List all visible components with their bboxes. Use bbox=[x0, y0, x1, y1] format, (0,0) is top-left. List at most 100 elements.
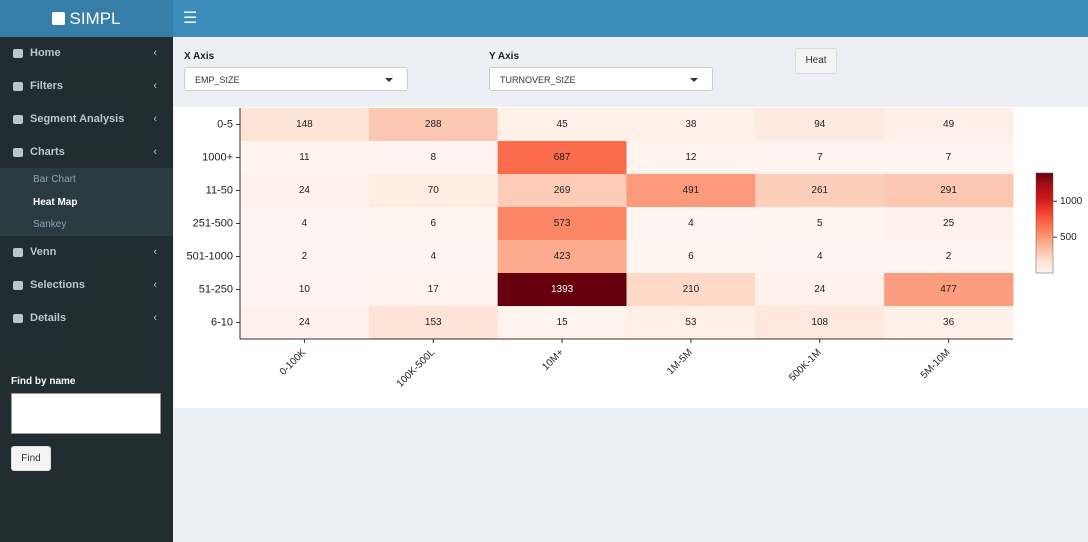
chevron: ‹ bbox=[153, 146, 157, 158]
cell-label: 38 bbox=[685, 119, 697, 130]
cell-label: 8 bbox=[430, 152, 436, 163]
chevron: ‹ bbox=[153, 279, 157, 291]
cell-label: 45 bbox=[557, 119, 569, 130]
x-axis-select[interactable]: EMP_SIZE bbox=[184, 67, 408, 91]
logo[interactable]: SIMPL bbox=[0, 0, 173, 37]
cell-label: 2 bbox=[946, 251, 952, 262]
menu-item[interactable]: Venn ‹ bbox=[0, 236, 173, 269]
heat-cell bbox=[755, 174, 885, 208]
cell-label: 1393 bbox=[551, 284, 574, 295]
heat-cell bbox=[368, 306, 499, 340]
heat-cell bbox=[240, 306, 370, 340]
cell-label: 687 bbox=[554, 152, 571, 163]
heat-cell bbox=[497, 306, 627, 340]
heat-cell bbox=[497, 174, 627, 208]
chevron: ‹ bbox=[153, 312, 157, 324]
submenu-item[interactable]: Bar Chart bbox=[33, 174, 76, 185]
y-tick-label: 0-5 bbox=[217, 118, 233, 130]
heat-cell bbox=[884, 207, 1014, 241]
chevron: ‹ bbox=[153, 113, 157, 125]
cell-label: 477 bbox=[940, 284, 957, 295]
heat-cell bbox=[755, 240, 885, 274]
heat-cell bbox=[368, 273, 499, 307]
heat-cell bbox=[240, 108, 370, 142]
heat-cell bbox=[884, 240, 1014, 274]
cell-label: 288 bbox=[425, 119, 442, 130]
cell-label: 210 bbox=[683, 284, 700, 295]
cell-label: 4 bbox=[817, 251, 823, 262]
heat-cell bbox=[755, 141, 885, 175]
x-tick-label: 500K-1M bbox=[787, 347, 823, 383]
x-tick-label: 0-100K bbox=[278, 347, 309, 378]
cell-label: 573 bbox=[554, 218, 571, 229]
cell-label: 148 bbox=[296, 119, 313, 130]
x-axis-label: X Axis bbox=[184, 51, 215, 62]
top-bar: ☰ bbox=[173, 0, 1088, 37]
find-button[interactable]: Find bbox=[11, 446, 51, 471]
heat-cell bbox=[626, 108, 756, 142]
find-label: Find by name bbox=[11, 376, 76, 387]
heat-cell bbox=[884, 108, 1014, 142]
menu-item[interactable]: Segment Analysis ‹ bbox=[0, 103, 173, 136]
heat-cell bbox=[368, 207, 499, 241]
cell-label: 153 bbox=[425, 317, 442, 328]
y-tick-label: 51-250 bbox=[199, 283, 233, 295]
heat-cell bbox=[626, 141, 756, 175]
cell-label: 261 bbox=[811, 185, 828, 196]
cell-label: 11 bbox=[299, 152, 310, 163]
cell-label: 94 bbox=[814, 119, 826, 130]
heat-cell bbox=[755, 207, 885, 241]
submenu-item[interactable]: Heat Map bbox=[33, 197, 78, 208]
menu-toggle[interactable]: ☰ bbox=[183, 10, 198, 27]
cell-label: 2 bbox=[302, 251, 308, 262]
y-axis-select[interactable]: TURNOVER_SIZE bbox=[489, 67, 713, 91]
heat-button[interactable]: Heat bbox=[795, 48, 837, 74]
menu-item[interactable]: Details ‹ bbox=[0, 302, 173, 335]
colorbar bbox=[1035, 172, 1054, 274]
heat-cell bbox=[755, 306, 885, 340]
heat-cell bbox=[240, 207, 370, 241]
submenu-item[interactable]: Sankey bbox=[33, 219, 67, 230]
cell-label: 17 bbox=[428, 284, 440, 295]
cell-label: 49 bbox=[943, 119, 955, 130]
heat-cell bbox=[884, 306, 1014, 340]
cell-label: 491 bbox=[683, 185, 700, 196]
heat-cell bbox=[755, 108, 885, 142]
sidebar: Bar Chart Heat Map Sankey Find by name F… bbox=[0, 0, 173, 542]
cell-label: 4 bbox=[302, 218, 308, 229]
heat-cell bbox=[626, 174, 756, 208]
cell-label: 108 bbox=[811, 317, 828, 328]
cell-label: 4 bbox=[688, 218, 694, 229]
cell-label: 291 bbox=[940, 185, 957, 196]
menu-item[interactable]: Home ‹ bbox=[0, 37, 173, 70]
cell-label: 6 bbox=[430, 218, 436, 229]
colorbar-tick-label: 500 bbox=[1060, 232, 1077, 243]
menu-item[interactable]: Selections ‹ bbox=[0, 269, 173, 302]
heat-cell bbox=[497, 108, 627, 142]
cell-label: 7 bbox=[946, 152, 952, 163]
cell-label: 70 bbox=[428, 185, 440, 196]
cell-label: 5 bbox=[817, 218, 823, 229]
cell-label: 6 bbox=[688, 251, 694, 262]
heat-cell bbox=[497, 240, 627, 274]
x-tick-label: 5M-10M bbox=[919, 347, 953, 381]
cell-label: 423 bbox=[554, 251, 571, 262]
find-input[interactable] bbox=[11, 393, 161, 434]
menu-item[interactable]: Filters ‹ bbox=[0, 70, 173, 103]
logo-text: SIMPL bbox=[69, 9, 121, 28]
heat-cell bbox=[368, 240, 499, 274]
cell-label: 24 bbox=[299, 317, 311, 328]
x-tick-label: 100K-500L bbox=[395, 347, 438, 390]
heat-cell bbox=[240, 174, 370, 208]
x-tick-label: 1M-5M bbox=[665, 347, 695, 377]
cell-label: 53 bbox=[685, 317, 697, 328]
heat-cell bbox=[626, 207, 756, 241]
menu-item[interactable]: Charts ‹ bbox=[0, 136, 173, 169]
heat-cell bbox=[240, 240, 370, 274]
y-tick-label: 251-500 bbox=[193, 217, 233, 229]
cell-label: 15 bbox=[557, 317, 569, 328]
cell-label: 25 bbox=[943, 218, 955, 229]
heat-cell bbox=[497, 141, 627, 175]
